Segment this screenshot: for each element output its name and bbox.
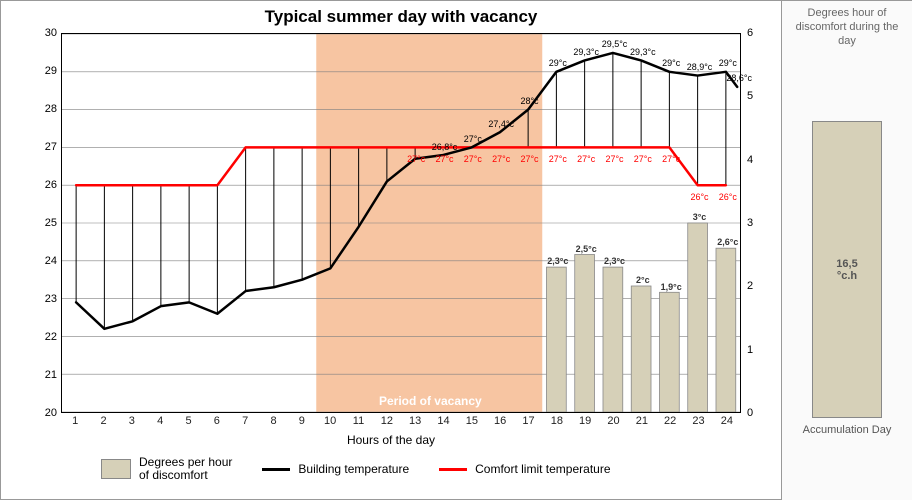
legend-label-bars: Degrees per hour of discomfort <box>139 456 232 482</box>
legend-item-building: Building temperature <box>262 462 409 476</box>
legend-item-bars: Degrees per hour of discomfort <box>101 456 232 482</box>
legend-label-building: Building temperature <box>298 462 409 476</box>
legend-swatch-building <box>262 468 290 471</box>
chart-container: { "title": { "text": "Typical summer day… <box>0 0 912 500</box>
legend-item-comfort: Comfort limit temperature <box>439 462 610 476</box>
legend-label-comfort: Comfort limit temperature <box>475 462 610 476</box>
y2-axis-ticks: 0123456 <box>745 33 767 413</box>
legend-swatch-comfort <box>439 468 467 471</box>
accumulation-bar-label: 16,5 °c.h <box>812 258 882 282</box>
x-axis-label: Hours of the day <box>61 433 721 447</box>
side-panel: Degrees hour of discomfort during the da… <box>781 1 912 500</box>
side-panel-xlabel: Accumulation Day <box>782 424 912 436</box>
side-bar-area: 16,5 °c.h <box>812 58 882 418</box>
legend-swatch-bar <box>101 459 131 479</box>
y-axis-ticks: 2021222324252627282930 <box>37 33 59 413</box>
plot-area: 26,8°c27°c27,4°c28°c29°c29,3°c29,5°c29,3… <box>61 33 741 413</box>
side-panel-title: Degrees hour of discomfort during the da… <box>782 1 912 50</box>
chart-title: Typical summer day with vacancy <box>61 7 741 27</box>
legend: Degrees per hour of discomfort Building … <box>101 456 611 482</box>
plot-svg <box>62 34 740 412</box>
x-axis-ticks: 123456789101112131415161718192021222324 <box>61 415 741 431</box>
